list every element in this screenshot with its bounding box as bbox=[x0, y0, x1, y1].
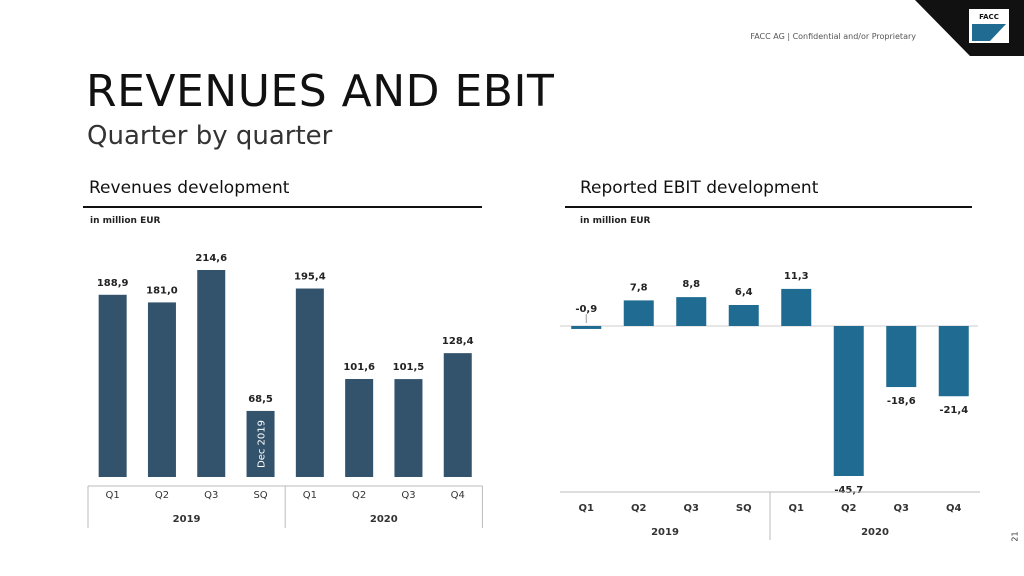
ebit-data-label: -0,9 bbox=[575, 304, 597, 315]
revenue-bar-annotation: Dec 2019 bbox=[257, 420, 268, 468]
revenue-bar bbox=[197, 270, 226, 477]
confidential-note: FACC AG | Confidential and/or Proprietar… bbox=[750, 32, 916, 41]
page-title: REVENUES AND EBIT bbox=[86, 66, 555, 117]
ebit-category-label: Q1 bbox=[789, 503, 805, 514]
ebit-category-label: Q2 bbox=[631, 503, 647, 514]
ebit-bar bbox=[781, 288, 812, 326]
revenue-bar bbox=[394, 379, 423, 477]
revenue-data-label: 68,5 bbox=[248, 394, 273, 405]
revenues-section-rule bbox=[83, 206, 482, 208]
ebit-category-label: Q1 bbox=[579, 503, 595, 514]
page-subtitle: Quarter by quarter bbox=[87, 121, 333, 151]
revenue-category-label: Q3 bbox=[401, 490, 415, 501]
ebit-category-label: Q3 bbox=[684, 503, 700, 514]
revenue-data-label: 101,6 bbox=[343, 362, 375, 373]
revenues-section-title: Revenues development bbox=[89, 178, 290, 198]
revenue-category-label: Q2 bbox=[155, 490, 169, 501]
ebit-bar bbox=[623, 300, 654, 326]
revenue-category-label: Q4 bbox=[451, 490, 465, 501]
ebit-bar bbox=[886, 326, 917, 388]
revenue-year-label: 2020 bbox=[370, 514, 398, 525]
ebit-data-label: -21,4 bbox=[939, 405, 968, 416]
revenue-data-label: 128,4 bbox=[442, 336, 474, 347]
ebit-category-label: Q2 bbox=[841, 503, 857, 514]
ebit-bar bbox=[938, 326, 969, 397]
revenue-bar bbox=[147, 302, 176, 477]
ebit-data-label: 7,8 bbox=[630, 282, 648, 293]
ebit-data-label: -18,6 bbox=[887, 396, 916, 407]
ebit-year-label: 2019 bbox=[651, 527, 679, 538]
ebit-data-label: 11,3 bbox=[784, 271, 809, 282]
revenue-data-label: 214,6 bbox=[195, 253, 227, 264]
revenue-category-label: Q1 bbox=[106, 490, 120, 501]
revenue-bar bbox=[295, 288, 324, 477]
revenues-unit-label: in million EUR bbox=[90, 216, 161, 226]
ebit-data-label: -45,7 bbox=[834, 485, 863, 496]
revenue-data-label: 188,9 bbox=[97, 278, 129, 289]
ebit-section-rule bbox=[565, 206, 972, 208]
ebit-category-label: Q3 bbox=[894, 503, 910, 514]
ebit-category-label: SQ bbox=[736, 503, 752, 514]
ebit-section-title: Reported EBIT development bbox=[580, 178, 819, 198]
revenue-category-label: Q1 bbox=[303, 490, 317, 501]
revenue-bar bbox=[443, 353, 472, 477]
ebit-year-label: 2020 bbox=[861, 527, 889, 538]
ebit-data-label: 8,8 bbox=[682, 279, 700, 290]
ebit-bar bbox=[676, 297, 707, 326]
revenue-bar bbox=[345, 378, 374, 477]
revenue-category-label: SQ bbox=[253, 490, 267, 501]
ebit-category-label: Q4 bbox=[946, 503, 962, 514]
ebit-bar bbox=[728, 304, 759, 326]
ebit-bar bbox=[833, 326, 864, 476]
revenue-year-label: 2019 bbox=[173, 514, 201, 525]
revenue-category-label: Q2 bbox=[352, 490, 366, 501]
ebit-data-label: 6,4 bbox=[735, 287, 753, 298]
revenue-data-label: 195,4 bbox=[294, 272, 326, 283]
page-number: 21 bbox=[1010, 531, 1020, 542]
revenue-data-label: 101,5 bbox=[393, 362, 425, 373]
ebit-unit-label: in million EUR bbox=[580, 216, 651, 226]
revenue-category-label: Q3 bbox=[204, 490, 218, 501]
ebit-bar bbox=[571, 326, 602, 329]
revenue-data-label: 181,0 bbox=[146, 285, 178, 296]
revenue-bar bbox=[246, 410, 275, 477]
revenue-bar bbox=[98, 294, 127, 477]
